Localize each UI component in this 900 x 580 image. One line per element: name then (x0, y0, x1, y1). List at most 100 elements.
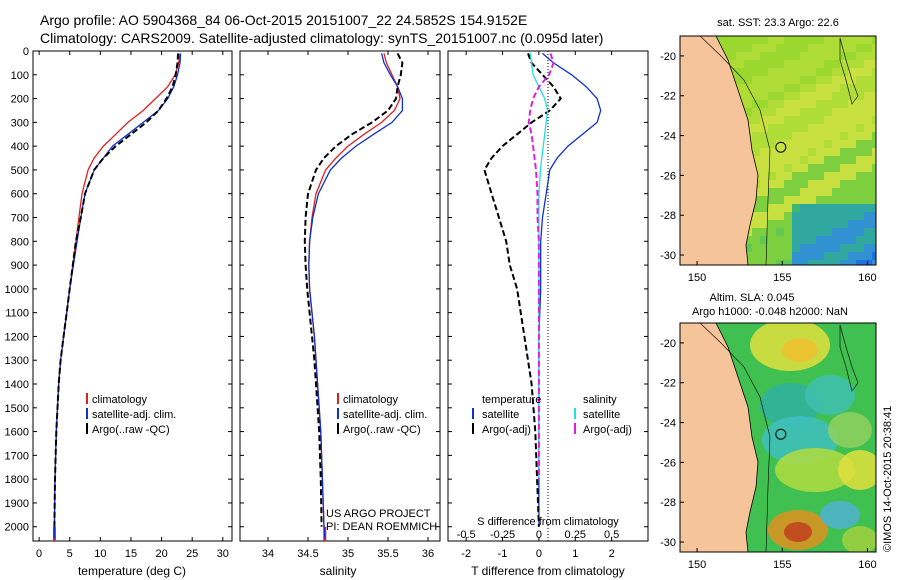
depth-tick-label: 1600 (5, 427, 29, 439)
sst-cell (728, 36, 736, 44)
x-tick-label: 20 (155, 548, 167, 560)
sst-cell (816, 212, 824, 220)
temperature-axes (32, 50, 233, 542)
sst-cell (864, 204, 872, 212)
sst-cell (864, 52, 872, 60)
sst-cell (752, 124, 760, 132)
sst-cell (760, 148, 768, 156)
sst-cell (800, 228, 808, 236)
sst-cell (856, 220, 864, 228)
sst-cell (760, 244, 768, 252)
coastline (715, 36, 759, 265)
sst-map: sat. SST: 23.3 Argo: 22.6 150 155 160 -20 -… (660, 17, 877, 284)
sst-cell (752, 236, 760, 244)
depth-tick-label: 600 (11, 189, 29, 201)
sst-cell (792, 84, 800, 92)
sst-cell (832, 172, 840, 180)
depth-tick-label: 1700 (5, 450, 29, 462)
legend-s-satellite-label: satellite (583, 409, 620, 421)
sst-cell (792, 52, 800, 60)
sst-cell (736, 36, 744, 44)
argo-position-marker (775, 428, 787, 440)
sst-cell (832, 164, 840, 172)
sst-cell (824, 220, 832, 228)
depth-tick-label: 700 (11, 213, 29, 225)
lon-tick-label: 150 (688, 272, 706, 284)
legend-s-satellite-swatch (574, 408, 576, 419)
sst-cell (816, 132, 824, 140)
sst-cell (808, 236, 816, 244)
temperature-panel: 0100200300400500600700800900100011001200… (5, 46, 233, 578)
sst-cell (872, 156, 876, 164)
s-diff-tick-label: -0.25 (490, 529, 515, 541)
sst-cell (856, 148, 864, 156)
sst-cell (808, 140, 816, 148)
sst-cell (808, 196, 816, 204)
legend-argo-swatch (86, 423, 88, 434)
depth-tick-label: 1200 (5, 331, 29, 343)
sst-cell (856, 52, 864, 60)
sst-cell (832, 140, 840, 148)
depth-tick-label: 1400 (5, 379, 29, 391)
sst-cell (784, 196, 792, 204)
argo-position-marker (775, 141, 787, 153)
x-tick-label: 35 (342, 548, 354, 560)
sst-cell (768, 132, 776, 140)
sst-cell (840, 148, 848, 156)
sst-cell (760, 236, 768, 244)
sst-cell (864, 172, 872, 180)
sst-cell (864, 116, 872, 124)
depth-tick-label: 400 (11, 141, 29, 153)
sst-cell (872, 36, 876, 44)
x-tick-label: 0 (536, 548, 542, 560)
sst-cell (872, 260, 876, 265)
series-line-satellite-adj-clim- (308, 53, 404, 539)
sst-cell (728, 52, 736, 60)
sst-cell (744, 68, 752, 76)
sst-cell (776, 220, 784, 228)
sst-cell (752, 252, 760, 260)
legend-t-argo-label: Argo(-adj) (482, 424, 531, 436)
sst-cell (744, 252, 752, 260)
salinity-xlabel: salinity (320, 564, 357, 578)
sst-cell (824, 156, 832, 164)
sst-cell (768, 124, 776, 132)
sst-cell (800, 44, 808, 52)
sst-cell (864, 60, 872, 68)
sst-cell (840, 252, 848, 260)
sst-cell (856, 252, 864, 260)
sst-cell (808, 132, 816, 140)
sst-cell (864, 228, 872, 236)
sst-cell (792, 76, 800, 84)
sst-cell (784, 156, 792, 164)
salinity-panel: 34 34.5 35 35.5 36 salinity climatology sate… (239, 50, 441, 578)
sst-cell (784, 236, 792, 244)
sst-cell (752, 156, 760, 164)
sst-cell (744, 60, 752, 68)
sst-cell (872, 164, 876, 172)
sst-cell (832, 116, 840, 124)
sst-cell (872, 228, 876, 236)
sst-cell (808, 116, 816, 124)
sst-cell (832, 228, 840, 236)
sst-cell (784, 164, 792, 172)
sst-cell (848, 52, 856, 60)
sst-cell (832, 236, 840, 244)
sst-cell (776, 140, 784, 148)
sst-cell (768, 164, 776, 172)
sst-cell (840, 44, 848, 52)
sst-cell (808, 92, 816, 100)
depth-tick-label: 0 (23, 46, 29, 58)
sst-cell (856, 164, 864, 172)
sst-cell (832, 100, 840, 108)
sst-cell (736, 44, 744, 52)
sst-cell (848, 212, 856, 220)
sst-cell (840, 60, 848, 68)
salinity-legend: climatology satellite-adj. clim. Argo(..… (337, 393, 427, 436)
sst-cell (848, 220, 856, 228)
sst-cell (824, 108, 832, 116)
sst-cell (832, 76, 840, 84)
sst-cell (848, 252, 856, 260)
sst-cell (816, 172, 824, 180)
sst-cell (848, 60, 856, 68)
